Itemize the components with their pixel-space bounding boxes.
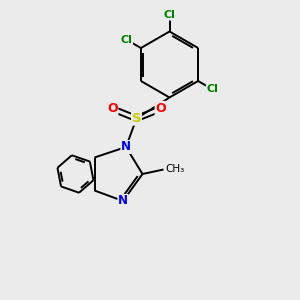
Text: N: N [121,140,131,154]
Text: S: S [132,112,141,125]
Text: Cl: Cl [121,35,133,45]
Text: O: O [155,101,166,115]
Text: O: O [107,101,118,115]
Text: Cl: Cl [206,84,218,94]
Text: Cl: Cl [164,10,175,20]
Text: CH₃: CH₃ [165,164,184,175]
Text: N: N [118,194,128,208]
